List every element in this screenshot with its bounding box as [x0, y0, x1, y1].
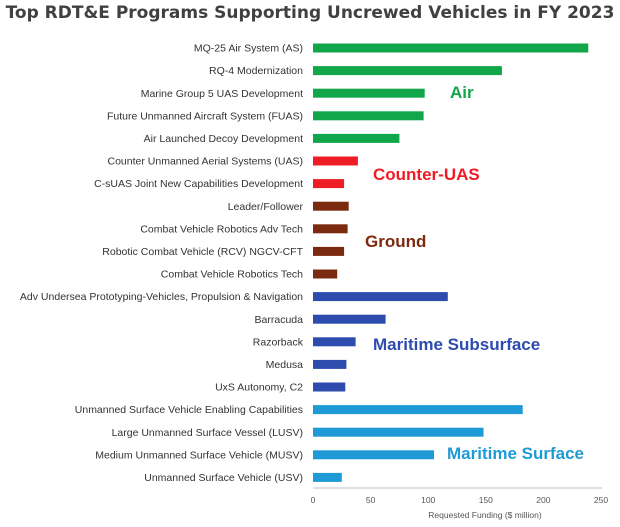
category-label: Leader/Follower	[228, 201, 304, 213]
category-label: Future Unmanned Aircraft System (FUAS)	[107, 110, 303, 122]
bar	[313, 111, 424, 121]
category-label: Medusa	[266, 359, 304, 371]
category-label: Barracuda	[255, 314, 304, 326]
chart-title: Top RDT&E Programs Supporting Uncrewed V…	[5, 3, 615, 23]
category-label: Medium Unmanned Surface Vehicle (MUSV)	[95, 449, 303, 461]
category-label: C-sUAS Joint New Capabilities Developmen…	[94, 178, 303, 190]
category-label: Air Launched Decoy Development	[144, 133, 303, 145]
category-label: Combat Vehicle Robotics Adv Tech	[140, 223, 303, 235]
x-tick-label: 200	[536, 495, 550, 505]
bar	[313, 405, 523, 415]
category-label: Counter Unmanned Aerial Systems (UAS)	[108, 156, 304, 168]
bar	[313, 156, 358, 166]
bar	[313, 450, 434, 460]
group-labels: Air Counter-UAS Ground Maritime Subsurface M…	[365, 83, 584, 463]
group-label: Counter-UAS	[373, 165, 480, 184]
category-label: Large Unmanned Surface Vessel (LUSV)	[112, 427, 303, 439]
x-tick-label: 50	[366, 495, 376, 505]
category-label: RQ-4 Modernization	[209, 65, 303, 77]
x-tick-label: 150	[479, 495, 493, 505]
bars	[313, 43, 589, 482]
bar	[313, 246, 345, 256]
bar	[313, 201, 349, 211]
category-label: Unmanned Surface Vehicle Enabling Capabi…	[75, 404, 303, 416]
group-label: Maritime Subsurface	[373, 335, 540, 354]
category-label: Marine Group 5 UAS Development	[141, 88, 303, 100]
x-tick-label: 100	[421, 495, 435, 505]
bar	[313, 88, 425, 98]
category-label: Adv Undersea Prototyping-Vehicles, Propu…	[20, 291, 303, 303]
bar	[313, 359, 347, 369]
x-axis-title: Requested Funding ($ million)	[428, 510, 542, 520]
bar	[313, 314, 386, 324]
x-tick-label: 0	[311, 495, 316, 505]
group-label: Maritime Surface	[447, 444, 584, 463]
bar	[313, 337, 356, 347]
category-label: Robotic Combat Vehicle (RCV) NGCV-CFT	[102, 246, 303, 258]
category-label: UxS Autonomy, C2	[215, 382, 303, 394]
x-axis-ticks: 0 50 100 150 200 250	[311, 495, 609, 505]
group-label: Ground	[365, 232, 426, 251]
bar	[313, 292, 448, 302]
bar	[313, 66, 502, 76]
bar	[313, 224, 348, 234]
bar	[313, 133, 400, 143]
bar	[313, 472, 342, 482]
category-label: Combat Vehicle Robotics Tech	[161, 269, 303, 281]
x-tick-label: 250	[594, 495, 608, 505]
category-labels: MQ-25 Air System (AS) RQ-4 Modernization M…	[20, 43, 304, 484]
bar	[313, 382, 346, 392]
bar	[313, 179, 345, 189]
bar	[313, 43, 589, 53]
category-label: MQ-25 Air System (AS)	[194, 43, 303, 55]
group-label: Air	[450, 83, 474, 102]
category-label: Unmanned Surface Vehicle (USV)	[144, 472, 303, 484]
bar	[313, 427, 484, 437]
bar	[313, 269, 338, 279]
category-label: Razorback	[253, 336, 304, 348]
